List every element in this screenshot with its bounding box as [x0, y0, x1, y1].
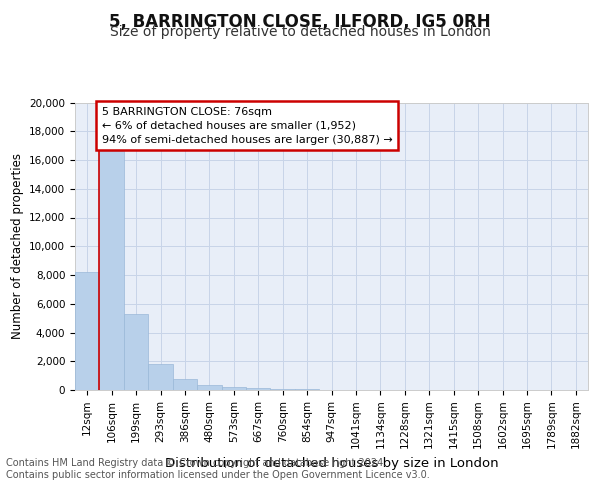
Bar: [246, 388, 271, 390]
Bar: [75, 272, 100, 390]
Text: Contains public sector information licensed under the Open Government Licence v3: Contains public sector information licen…: [6, 470, 430, 480]
Y-axis label: Number of detached properties: Number of detached properties: [11, 153, 23, 340]
Bar: [271, 388, 295, 390]
Text: Contains HM Land Registry data © Crown copyright and database right 2024.: Contains HM Land Registry data © Crown c…: [6, 458, 386, 468]
Text: 5 BARRINGTON CLOSE: 76sqm
← 6% of detached houses are smaller (1,952)
94% of sem: 5 BARRINGTON CLOSE: 76sqm ← 6% of detach…: [102, 107, 392, 145]
Bar: [148, 364, 173, 390]
Bar: [221, 387, 246, 390]
Text: 5, BARRINGTON CLOSE, ILFORD, IG5 0RH: 5, BARRINGTON CLOSE, ILFORD, IG5 0RH: [109, 12, 491, 30]
X-axis label: Distribution of detached houses by size in London: Distribution of detached houses by size …: [164, 457, 499, 470]
Bar: [100, 152, 124, 390]
Bar: [295, 389, 319, 390]
Text: Size of property relative to detached houses in London: Size of property relative to detached ho…: [110, 25, 490, 39]
Bar: [173, 379, 197, 390]
Bar: [124, 314, 148, 390]
Bar: [197, 385, 221, 390]
